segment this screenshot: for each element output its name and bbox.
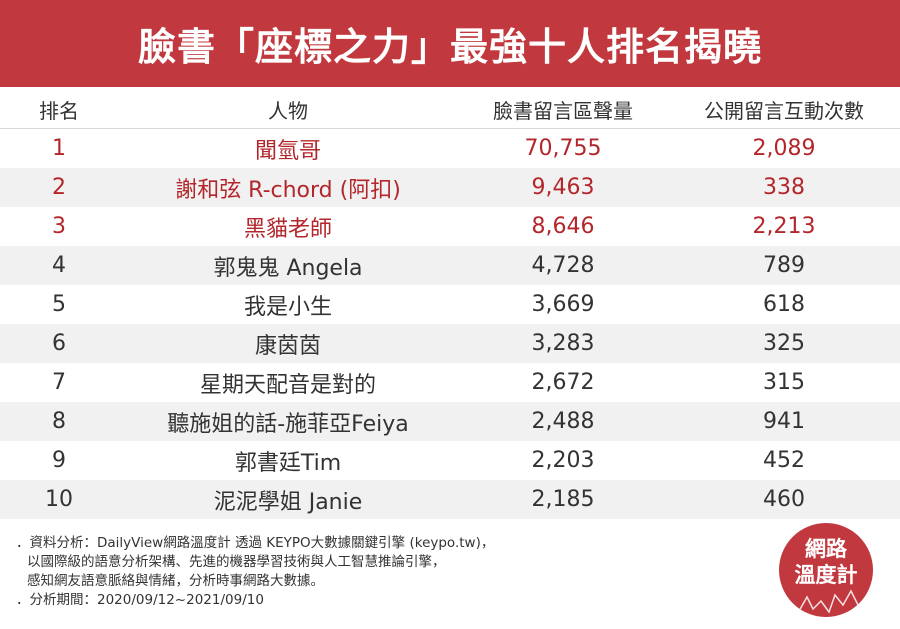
interactions-cell: 452 [763, 448, 805, 473]
fb-volume-cell: 3,283 [531, 331, 595, 356]
person-cell: 聞氫哥 [254, 138, 321, 164]
rank-cell: 6 [52, 331, 66, 356]
fb-volume-cell: 9,463 [531, 175, 595, 200]
footnote-line: ．分析期間：2020/09/12~2021/09/10 [16, 592, 264, 608]
rank-cell: 10 [45, 487, 73, 512]
title-banner: 臉書「座標之力」最強十人排名揭曉 [0, 0, 900, 87]
column-header-person: 人物 [268, 98, 308, 123]
footnote-line: ．資料分析：DailyView網路溫度計 透過 KEYPO大數據關鍵引擎 (ke… [16, 535, 495, 551]
brand-logo: 網路 溫度計 [779, 523, 873, 617]
person-cell: 我是小生 [243, 294, 332, 320]
person-cell: 黑貓老師 [243, 216, 332, 242]
interactions-cell: 618 [763, 292, 805, 317]
fb-volume-cell: 4,728 [531, 253, 595, 278]
wave-line-icon [782, 589, 870, 614]
rank-cell: 5 [52, 292, 66, 317]
rank-cell: 9 [52, 448, 66, 473]
person-cell: 郭書廷Tim [234, 450, 342, 476]
logo-text-line: 溫度計 [794, 563, 858, 587]
logo-text-line: 網路 [805, 537, 847, 561]
column-header-fb-volume: 臉書留言區聲量 [493, 98, 633, 123]
footnote-line: 感知網友語意脈絡與情緒，分析時事網路大數據。 [27, 573, 324, 589]
table-row: 4 郭鬼鬼 Angela 4,728 789 [0, 246, 900, 285]
interactions-cell: 789 [763, 253, 805, 278]
table-row: 9 郭書廷Tim 2,203 452 [0, 441, 900, 480]
page-title: 臉書「座標之力」最強十人排名揭曉 [137, 25, 762, 69]
interactions-cell: 315 [763, 370, 805, 395]
person-cell: 康茵茵 [254, 333, 321, 359]
fb-volume-cell: 2,488 [531, 409, 595, 434]
fb-volume-cell: 2,185 [531, 487, 595, 512]
ranking-table: 排名 人物 臉書留言區聲量 公開留言互動次數 1 聞氫哥 70,755 2,08… [0, 90, 900, 519]
methodology-note: ．資料分析：DailyView網路溫度計 透過 KEYPO大數據關鍵引擎 (ke… [16, 534, 756, 610]
person-cell: 聽施姐的話-施菲亞Feiya [167, 411, 409, 437]
rank-cell: 3 [52, 214, 66, 239]
table-row: 10 泥泥學姐 Janie 2,185 460 [0, 480, 900, 519]
rank-cell: 2 [52, 175, 66, 200]
interactions-cell: 2,213 [752, 214, 816, 239]
person-cell: 泥泥學姐 Janie [213, 489, 363, 515]
person-cell: 星期天配音是對的 [199, 372, 376, 398]
fb-volume-cell: 8,646 [531, 214, 595, 239]
table-row: 8 聽施姐的話-施菲亞Feiya 2,488 941 [0, 402, 900, 441]
fb-volume-cell: 3,669 [531, 292, 595, 317]
rank-cell: 4 [52, 253, 66, 278]
table-header: 排名 人物 臉書留言區聲量 公開留言互動次數 [0, 90, 900, 129]
interactions-cell: 325 [763, 331, 805, 356]
interactions-cell: 941 [763, 409, 805, 434]
column-header-rank: 排名 [39, 98, 79, 123]
table-row: 3 黑貓老師 8,646 2,213 [0, 207, 900, 246]
interactions-cell: 338 [763, 175, 805, 200]
rank-cell: 1 [52, 136, 66, 161]
interactions-cell: 460 [763, 487, 805, 512]
footnote-line: 以國際級的語意分析架構、先進的機器學習技術與人工智慧推論引擎， [27, 554, 446, 570]
person-cell: 謝和弦 R-chord (阿扣) [175, 177, 401, 203]
fb-volume-cell: 2,672 [531, 370, 595, 395]
table-row: 2 謝和弦 R-chord (阿扣) 9,463 338 [0, 168, 900, 207]
table-row: 5 我是小生 3,669 618 [0, 285, 900, 324]
rank-cell: 7 [52, 370, 66, 395]
table-row: 1 聞氫哥 70,755 2,089 [0, 129, 900, 168]
fb-volume-cell: 2,203 [531, 448, 595, 473]
person-cell: 郭鬼鬼 Angela [213, 255, 363, 281]
table-row: 7 星期天配音是對的 2,672 315 [0, 363, 900, 402]
fb-volume-cell: 70,755 [524, 136, 602, 161]
interactions-cell: 2,089 [752, 136, 816, 161]
column-header-interactions: 公開留言互動次數 [704, 98, 864, 123]
table-row: 6 康茵茵 3,283 325 [0, 324, 900, 363]
rank-cell: 8 [52, 409, 66, 434]
